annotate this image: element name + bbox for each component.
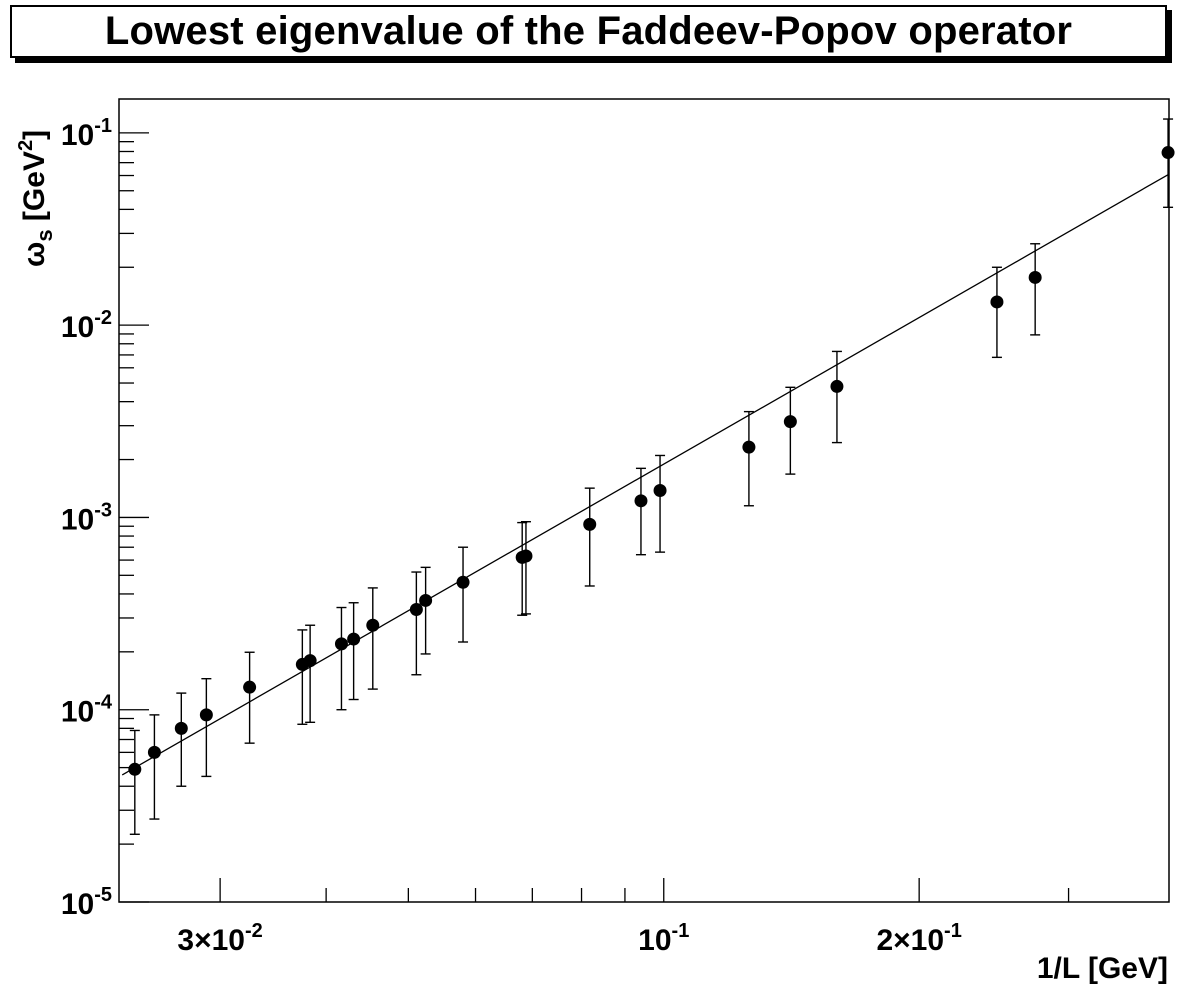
plot-frame [118, 98, 1170, 903]
chart-title: Lowest eigenvalue of the Faddeev-Popov o… [104, 9, 1073, 53]
x-tick-label: 10-1 [638, 920, 689, 957]
data-point [409, 603, 423, 617]
data-point [456, 575, 470, 589]
data-point [1161, 146, 1175, 160]
error-bar [635, 467, 646, 556]
error-bars [129, 118, 1174, 835]
data-point [519, 549, 533, 563]
error-bar [655, 454, 666, 553]
error-bar [991, 266, 1002, 359]
y-tick-label: 10-1 [61, 115, 112, 152]
error-bar [743, 410, 754, 507]
error-bar [520, 521, 531, 615]
y-tick-label: 10-2 [61, 307, 112, 344]
error-bar [785, 386, 796, 475]
error-bar [129, 729, 140, 835]
y-tick-label: 10-4 [61, 692, 113, 729]
x-tick-label: 3×10-2 [177, 920, 262, 957]
data-point [830, 379, 844, 393]
x-axis-label: 1/L [GeV] [1037, 952, 1168, 985]
error-bar [458, 546, 469, 643]
data-point [303, 654, 317, 668]
data-point [243, 680, 257, 694]
data-markers [128, 146, 1175, 776]
data-point [128, 762, 142, 776]
error-bar [244, 651, 255, 744]
data-point [634, 494, 648, 508]
data-point [783, 415, 797, 429]
error-bar [201, 677, 212, 778]
data-point [199, 708, 213, 722]
data-point [366, 618, 380, 632]
tick-labels: 10-5 10-4 10-3 10-2 10-1 3×10-2 10-1 2×10-1 [61, 115, 962, 957]
data-point [147, 745, 161, 759]
error-bar [297, 629, 308, 725]
data-point [419, 593, 433, 607]
chart-title-box: Lowest eigenvalue of the Faddeev-Popov o… [10, 5, 1167, 58]
data-point [742, 440, 756, 454]
y-axis-label: ωs [GeV2] [15, 130, 57, 267]
data-point [583, 517, 597, 531]
error-bar [149, 714, 160, 820]
fit-line [121, 173, 1170, 776]
error-bar [420, 566, 431, 655]
error-bar [348, 602, 359, 701]
error-bar [367, 587, 378, 690]
error-bar [336, 606, 347, 711]
y-tick-label: 10-5 [61, 884, 112, 921]
error-bar [305, 624, 316, 724]
x-tick-label: 2×10-1 [876, 920, 961, 957]
error-bar [584, 487, 595, 587]
major-ticks [119, 132, 920, 903]
error-bar [1030, 243, 1041, 336]
data-point [653, 484, 667, 498]
data-point [347, 632, 361, 646]
error-bar [831, 350, 842, 444]
data-point [1028, 270, 1042, 284]
error-bar [176, 692, 187, 787]
error-bar [411, 571, 422, 676]
plot-area-border [118, 98, 1170, 903]
data-point [334, 637, 348, 651]
y-tick-label: 10-3 [61, 499, 112, 536]
error-bar [1163, 118, 1174, 209]
data-point [990, 295, 1004, 309]
data-point [174, 721, 188, 735]
fit-line-group [121, 173, 1170, 776]
